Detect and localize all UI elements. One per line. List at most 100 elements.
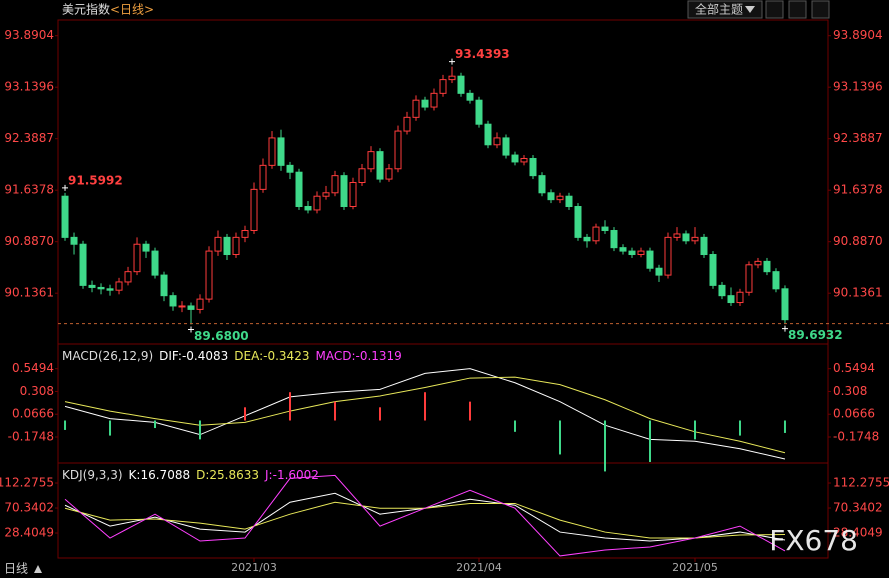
y-tick-label: 91.6378 [4,183,54,197]
legend-value: -0.3423 [263,349,309,363]
candle-body [457,75,465,94]
candle-body [772,271,780,290]
candle-body [574,206,582,238]
candle-body [475,99,483,125]
candle-body [79,243,87,286]
candle-body [718,284,726,297]
period[interactable]: <日线> [110,3,154,17]
y-tick-label: 90.1361 [833,286,883,300]
candle-body [646,250,654,269]
footer-arrow[interactable] [34,565,42,573]
candle-body [565,195,573,208]
y-tick-label: 112.2755 [0,476,54,490]
candle-body [538,175,546,194]
candle-body [277,137,285,166]
menu-button[interactable]: 全部主题 [687,0,763,19]
candle-body [448,75,456,81]
y-tick-label: -0.1748 [833,429,879,443]
candle-body [745,264,753,293]
candle-body [628,250,636,256]
candle-body [394,130,402,170]
legend-value: -0.1319 [355,349,401,363]
y-tick-label: 93.1396 [833,80,883,94]
candle-body [511,154,519,163]
extreme-label: 91.5992 [68,173,123,187]
candle-body [556,195,564,201]
candle-body [709,254,717,286]
chart-title: 美元指数 [62,2,110,17]
menu-label[interactable]: 全部主题 [695,2,743,17]
candle-body [205,250,213,300]
icon-button[interactable] [765,0,784,19]
extreme-marker [449,58,455,65]
plot-frame [57,19,829,559]
y-tick-label: 28.4049 [4,526,54,540]
candle-body [466,92,474,101]
candle-body [610,230,618,249]
y-tick-label: 0.308 [833,384,867,398]
menu-box[interactable] [687,0,763,19]
footer-label[interactable]: 日线 [4,562,28,576]
candle-body [727,295,735,304]
candle-body [169,295,177,307]
y-tick-label: 93.1396 [4,80,54,94]
candle-body [250,188,258,232]
y-tick-label: 70.3402 [4,501,54,515]
candle-body [295,171,303,208]
candle-body [385,168,393,180]
candle-body [664,236,672,276]
candle-body [124,271,132,283]
legend-name: MACD: [315,349,355,363]
y-tick-label: 0.0666 [833,407,875,421]
candle-body [88,284,96,288]
candle-body [178,305,186,308]
candle-body [619,247,627,252]
candle-body [736,291,744,304]
candle-body [529,157,537,177]
y-tick-label: 70.3402 [833,501,883,515]
candle-body [358,168,366,184]
candle-body [160,274,168,297]
extreme-marker [62,184,69,191]
y-tick-label: 90.8870 [833,234,883,248]
candle-body [592,226,600,242]
panel-title: MACD(26,12,9) [62,349,153,363]
candle-body [268,137,276,166]
panel-title: KDJ(9,3,3) [62,468,123,482]
candle-body [151,250,159,276]
y-tick-label: 90.1361 [4,286,54,300]
y-tick-label: 112.2755 [833,476,889,490]
extreme-label: 89.6800 [194,329,249,343]
candle-body [376,151,384,180]
candle-body [763,260,771,273]
x-tick-label: 2021/05 [672,561,718,574]
icon-button[interactable] [811,0,830,19]
legend-name: DEA: [234,349,263,363]
candle-body [187,305,195,310]
icon-button[interactable] [788,0,807,19]
candle-body [502,137,510,156]
candle-body [439,79,447,94]
watermark: FX678 [769,524,858,557]
menu-arrow[interactable] [745,6,755,13]
candle-body [682,233,690,242]
y-tick-label: 0.5494 [12,361,54,375]
legend: MACD(26,12,9) DIF:-0.4083 DEA:-0.3423 MACD:… [62,349,402,363]
candle-body [322,192,330,197]
candle-body [754,260,762,266]
candle-body [97,286,105,290]
candle-body [304,206,312,211]
x-tick-label: 2021/03 [231,561,277,574]
legend-value: -0.4083 [182,349,228,363]
legend: KDJ(9,3,3) K:16.7088 D:25.8633 J:-1.6002 [62,468,319,482]
legend-name: J: [264,468,273,482]
y-tick-label: 0.0666 [12,407,54,421]
legend-name: DIF: [159,349,182,363]
legend-value: 16.7088 [140,468,190,482]
candle-body [583,236,591,242]
candle-body [484,123,492,146]
y-tick-label: 28.4049 [833,526,883,540]
candle-body [547,192,555,201]
legend-name: D: [196,468,209,482]
